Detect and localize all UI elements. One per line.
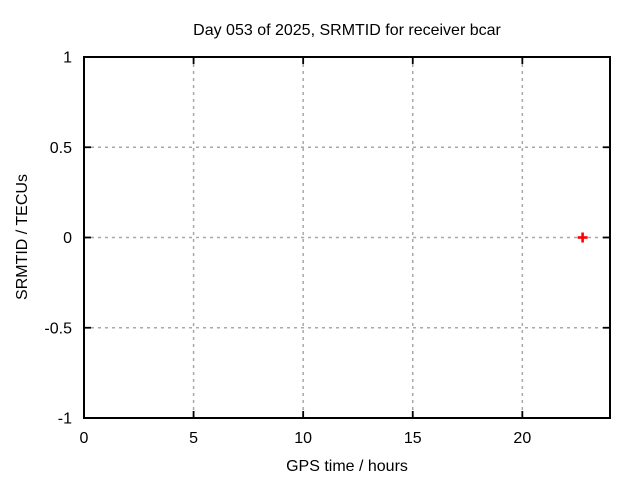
y-axis-label: SRMTID / TECUs — [14, 174, 31, 300]
y-tick-label: 0 — [63, 230, 72, 247]
y-tick-label: 0.5 — [50, 140, 72, 157]
x-tick-label: 5 — [189, 430, 198, 447]
x-tick-label: 10 — [294, 430, 312, 447]
axes — [83, 56, 611, 419]
chart-title: Day 053 of 2025, SRMTID for receiver bca… — [193, 22, 501, 39]
y-tick-label: -1 — [58, 411, 72, 428]
data-point-marker — [577, 232, 588, 243]
y-tick-label: 1 — [63, 50, 72, 67]
x-tick-label: 15 — [404, 430, 422, 447]
data-series — [577, 232, 588, 243]
grid-lines — [84, 57, 610, 418]
x-tick-label: 0 — [80, 430, 89, 447]
tick-labels: 0 5 10 15 20 -1 -0.5 0 0.5 1 — [44, 50, 531, 448]
x-axis-label: GPS time / hours — [286, 458, 408, 475]
x-tick-label: 20 — [513, 430, 531, 447]
y-tick-label: -0.5 — [44, 320, 72, 337]
